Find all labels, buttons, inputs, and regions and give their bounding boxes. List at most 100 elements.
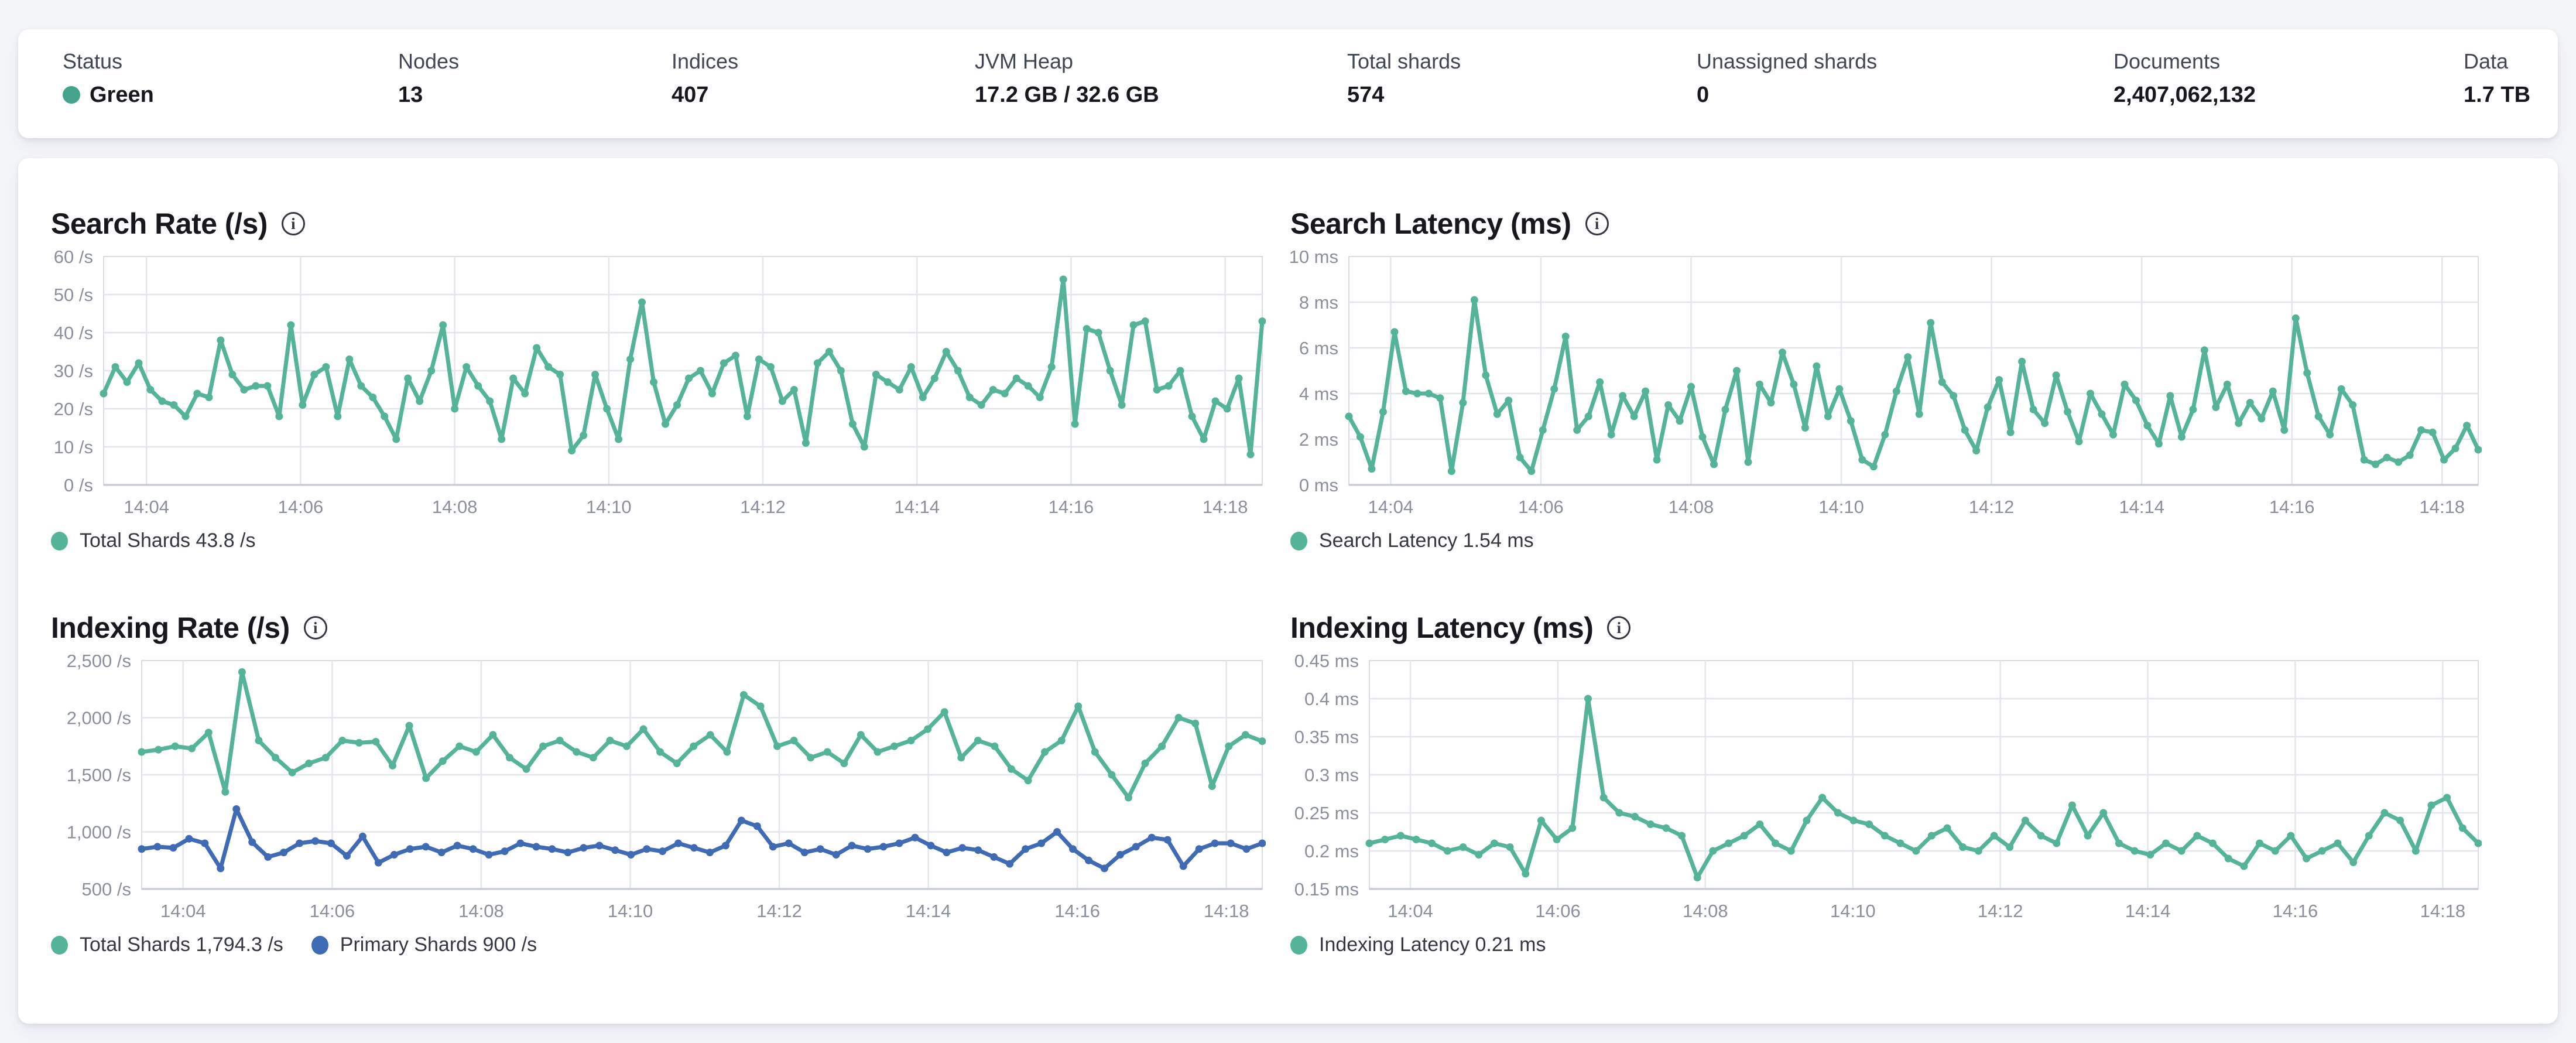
svg-text:14:18: 14:18 [2420, 901, 2466, 921]
search-rate-chart-plot[interactable]: 0 /s 10 /s 20 /s 30 /s 40 /s 50 /s 60 /s 14:04 1… [51, 251, 1266, 520]
chart-title: Indexing Rate (/s) [51, 611, 290, 644]
legend-item[interactable]: Search Latency 1.54 ms [1290, 529, 1534, 552]
legend-item[interactable]: Total Shards 43.8 /s [51, 529, 256, 552]
stat-unassigned-shards: Unassigned shards 0 [1697, 49, 1877, 108]
svg-text:14:06: 14:06 [278, 497, 324, 517]
svg-text:0.3 ms: 0.3 ms [1304, 765, 1359, 785]
svg-text:500 /s: 500 /s [82, 879, 131, 900]
svg-text:14:14: 14:14 [2119, 497, 2164, 517]
stat-value: 574 [1347, 83, 1385, 107]
legend-item[interactable]: Primary Shards 900 /s [311, 933, 537, 956]
stat-label: Total shards [1347, 49, 1461, 73]
legend-label: Total Shards 1,794.3 /s [80, 933, 283, 956]
svg-text:14:16: 14:16 [1049, 497, 1094, 517]
svg-text:0.15 ms: 0.15 ms [1294, 879, 1359, 900]
info-icon[interactable]: i [1607, 616, 1631, 640]
chart-title: Search Latency (ms) [1290, 207, 1571, 240]
stat-value: 1.7 TB [2464, 83, 2531, 107]
stat-nodes: Nodes 13 [398, 49, 459, 108]
svg-text:14:14: 14:14 [2125, 901, 2171, 921]
svg-text:0.35 ms: 0.35 ms [1294, 727, 1359, 747]
stat-label: JVM Heap [975, 49, 1074, 73]
svg-text:14:04: 14:04 [1388, 901, 1433, 921]
info-icon[interactable]: i [1585, 212, 1609, 235]
svg-text:2 ms: 2 ms [1299, 429, 1338, 450]
search-latency-panel: Search Latency (ms) i 0 ms 2 ms 4 ms 6 ms 8 … [1290, 205, 2482, 552]
svg-text:2,000 /s: 2,000 /s [67, 708, 131, 729]
stat-label: Unassigned shards [1697, 49, 1878, 73]
stat-value: Green [90, 83, 154, 107]
legend-label: Primary Shards 900 /s [340, 933, 537, 956]
legend-dot-icon [51, 531, 68, 550]
stat-label: Status [63, 49, 123, 73]
info-icon[interactable]: i [303, 616, 327, 640]
svg-text:0.45 ms: 0.45 ms [1294, 655, 1359, 671]
svg-text:14:10: 14:10 [1818, 497, 1864, 517]
svg-text:14:08: 14:08 [1683, 901, 1728, 921]
svg-text:14:04: 14:04 [1368, 497, 1414, 517]
stat-value: 2,407,062,132 [2113, 83, 2256, 107]
svg-text:14:06: 14:06 [1535, 901, 1581, 921]
svg-text:14:16: 14:16 [2269, 497, 2315, 517]
svg-text:1,000 /s: 1,000 /s [67, 822, 131, 843]
svg-text:4 ms: 4 ms [1299, 384, 1338, 404]
legend-item[interactable]: Total Shards 1,794.3 /s [51, 933, 283, 956]
indexing-latency-chart-plot[interactable]: 0.15 ms 0.2 ms 0.25 ms 0.3 ms 0.35 ms 0.4 ms 0… [1290, 655, 2482, 924]
legend-dot-icon [51, 935, 68, 955]
svg-text:14:12: 14:12 [756, 901, 802, 921]
svg-text:14:10: 14:10 [608, 901, 653, 921]
stat-label: Documents [2113, 49, 2221, 73]
health-status-dot-icon [63, 86, 80, 104]
stat-status: Status Green [63, 49, 154, 108]
svg-text:14:14: 14:14 [906, 901, 951, 921]
svg-text:14:12: 14:12 [1969, 497, 2015, 517]
svg-text:14:18: 14:18 [2419, 497, 2465, 517]
indexing-rate-chart-plot[interactable]: 500 /s 1,000 /s 1,500 /s 2,000 /s 2,500 /s 14… [51, 655, 1266, 924]
svg-text:8 ms: 8 ms [1299, 292, 1338, 313]
svg-text:60 /s: 60 /s [54, 251, 93, 267]
legend-dot-icon [311, 935, 328, 955]
svg-text:0 /s: 0 /s [64, 475, 93, 495]
stat-indices: Indices 407 [672, 49, 738, 108]
chart-title: Search Rate (/s) [51, 207, 268, 240]
info-icon[interactable]: i [281, 212, 305, 235]
svg-text:0.2 ms: 0.2 ms [1304, 841, 1359, 861]
legend-item[interactable]: Indexing Latency 0.21 ms [1290, 933, 1546, 956]
monitoring-charts-card: Search Rate (/s) i 0 /s 10 /s 20 /s 30 /s 40… [18, 158, 2558, 1024]
svg-text:14:12: 14:12 [1978, 901, 2023, 921]
svg-text:0.4 ms: 0.4 ms [1304, 689, 1359, 709]
legend-dot-icon [1290, 531, 1307, 550]
stat-value: 0 [1697, 83, 1710, 107]
svg-text:14:06: 14:06 [1518, 497, 1564, 517]
cluster-status-card: Status Green Nodes 13 Indices 407 JVM He… [18, 29, 2558, 138]
svg-text:14:16: 14:16 [1054, 901, 1100, 921]
search-rate-panel: Search Rate (/s) i 0 /s 10 /s 20 /s 30 /s 40… [51, 205, 1266, 552]
stat-data-size: Data 1.7 TB [2464, 49, 2530, 108]
svg-text:10 /s: 10 /s [54, 437, 93, 457]
svg-text:0.25 ms: 0.25 ms [1294, 803, 1359, 823]
svg-text:6 ms: 6 ms [1299, 338, 1338, 358]
indexing-latency-panel: Indexing Latency (ms) i 0.15 ms 0.2 ms 0.2… [1290, 609, 2482, 956]
svg-text:14:08: 14:08 [458, 901, 504, 921]
legend-dot-icon [1290, 935, 1307, 955]
chart-title: Indexing Latency (ms) [1290, 611, 1594, 644]
svg-text:50 /s: 50 /s [54, 285, 93, 305]
svg-text:14:04: 14:04 [124, 497, 169, 517]
svg-text:14:10: 14:10 [586, 497, 632, 517]
stat-documents: Documents 2,407,062,132 [2113, 49, 2256, 108]
legend-label: Indexing Latency 0.21 ms [1319, 933, 1546, 956]
stat-total-shards: Total shards 574 [1347, 49, 1461, 108]
svg-text:0 ms: 0 ms [1299, 475, 1338, 495]
search-latency-chart-plot[interactable]: 0 ms 2 ms 4 ms 6 ms 8 ms 10 ms 14:04 14:06 14:08… [1290, 251, 2482, 520]
legend-label: Total Shards 43.8 /s [80, 529, 256, 552]
svg-text:2,500 /s: 2,500 /s [67, 655, 131, 671]
svg-text:1,500 /s: 1,500 /s [67, 765, 131, 785]
svg-text:14:08: 14:08 [1669, 497, 1714, 517]
stat-label: Indices [672, 49, 739, 73]
svg-text:14:14: 14:14 [894, 497, 940, 517]
svg-text:10 ms: 10 ms [1290, 251, 1338, 267]
svg-text:14:16: 14:16 [2273, 901, 2318, 921]
svg-text:14:10: 14:10 [1830, 901, 1876, 921]
svg-text:14:04: 14:04 [160, 901, 206, 921]
svg-text:14:18: 14:18 [1204, 901, 1249, 921]
